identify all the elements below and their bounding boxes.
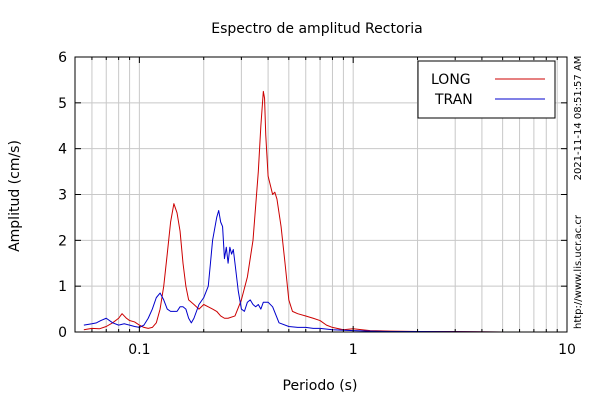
legend-box [417, 60, 556, 119]
chart-title: Espectro de amplitud Rectoria [211, 21, 423, 37]
x-tick-label: 0.1 [128, 342, 150, 358]
series-line-long [83, 90, 567, 333]
axis-tick-labels: 0 1 2 3 4 5 6 0.1 1 10 [58, 50, 576, 358]
source-url-text: http://www.lis.ucr.ac.cr [573, 214, 584, 329]
y-tick-label: 3 [58, 188, 67, 204]
series-line-tran [83, 210, 567, 333]
y-tick-label: 5 [58, 96, 67, 112]
y-tick-label: 1 [58, 279, 67, 295]
x-tick-label: 1 [349, 342, 358, 358]
series-layer [83, 90, 567, 333]
x-tick-label: 10 [558, 342, 576, 358]
axis-ticks [74, 56, 568, 333]
y-tick-label: 6 [58, 50, 67, 66]
x-axis-label: Periodo (s) [283, 378, 358, 394]
y-tick-label: 0 [58, 325, 67, 341]
y-tick-label: 2 [58, 233, 67, 249]
y-axis-label: Amplitud (cm/s) [7, 140, 23, 252]
timestamp-text: 2021-11-14 08:51:57 AM [573, 56, 584, 181]
legend-label-tran: TRAN [434, 92, 473, 108]
legend-label-long: LONG [431, 72, 471, 88]
y-tick-label: 4 [58, 142, 67, 158]
legend: LONG TRAN [417, 60, 556, 119]
